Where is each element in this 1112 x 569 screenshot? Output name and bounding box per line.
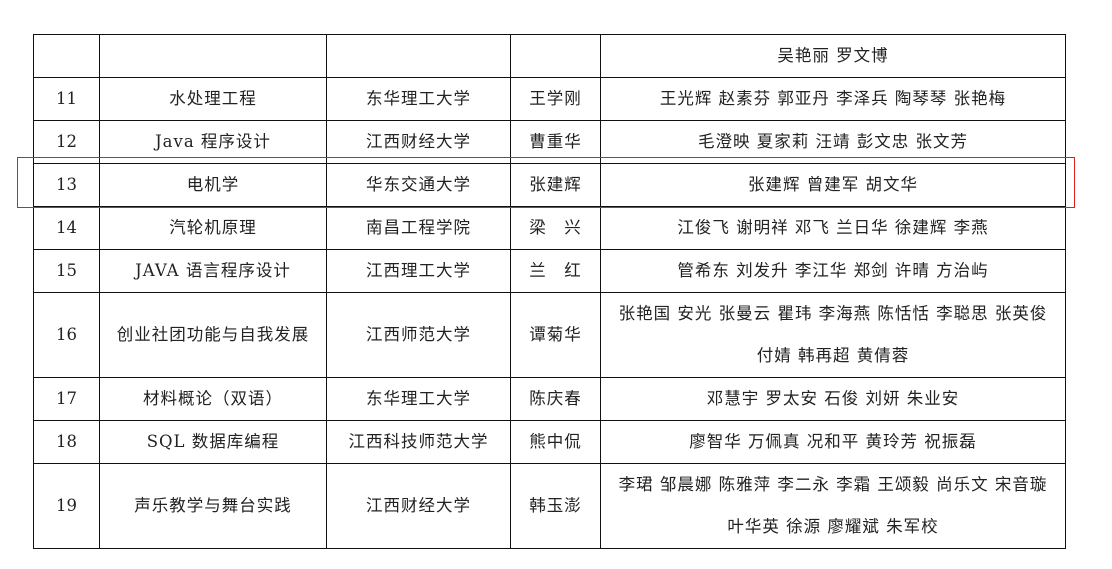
cell-course: 声乐教学与舞台实践 (99, 463, 327, 549)
cell-members: 廖智华 万佩真 况和平 黄玲芳 祝振磊 (600, 420, 1066, 464)
cell-members: 邓慧宇 罗太安 石俊 刘妍 朱业安 (600, 377, 1066, 421)
cell-no: 16 (33, 292, 100, 378)
cell-leader (510, 34, 601, 78)
cell-no: 11 (33, 77, 100, 121)
cell-members: 张建辉 曾建军 胡文华 (600, 163, 1066, 207)
cell-members: 江俊飞 谢明祥 邓飞 兰日华 徐建辉 李燕 (600, 206, 1066, 250)
cell-course: JAVA 语言程序设计 (99, 249, 327, 293)
cell-members: 王光辉 赵素芬 郭亚丹 李泽兵 陶琴琴 张艳梅 (600, 77, 1066, 121)
cell-leader: 张建辉 (510, 163, 601, 207)
cell-leader: 陈庆春 (510, 377, 601, 421)
table-row: 17 材料概论（双语） 东华理工大学 陈庆春 邓慧宇 罗太安 石俊 刘妍 朱业安 (33, 377, 1066, 421)
cell-members: 李珺 邹晨娜 陈雅萍 李二永 李霜 王颂毅 尚乐文 宋音璇 叶华英 徐源 廖耀斌… (600, 463, 1066, 549)
cell-course: 水处理工程 (99, 77, 327, 121)
table-row: 12 Java 程序设计 江西财经大学 曹重华 毛澄映 夏家莉 汪靖 彭文忠 张文芳 (33, 120, 1066, 164)
table-row: 16 创业社团功能与自我发展 江西师范大学 谭菊华 张艳国 安光 张曼云 瞿玮 李海燕 … (33, 292, 1066, 378)
cell-school: 华东交通大学 (326, 163, 511, 207)
table-row: 吴艳丽 罗文博 (33, 34, 1066, 78)
table-row: 14 汽轮机原理 南昌工程学院梁 兴江俊飞 谢明祥 邓飞 兰日华 徐建辉 李燕 (33, 206, 1066, 250)
cell-course: 创业社团功能与自我发展 (99, 292, 327, 378)
course-table: 吴艳丽 罗文博 11 水处理工程 东华理工大学 王学刚 王光辉 赵素芬 郭亚丹 李泽兵 陶… (33, 34, 1066, 549)
table-row: 19 声乐教学与舞台实践 江西财经大学 韩玉澎 李珺 邹晨娜 陈雅萍 李二永 李霜 王颂… (33, 463, 1066, 549)
cell-no: 17 (33, 377, 100, 421)
cell-members: 管希东 刘发升 李江华 郑剑 许晴 方治屿 (600, 249, 1066, 293)
cell-school: 江西财经大学 (326, 463, 511, 549)
cell-no (33, 34, 100, 78)
cell-leader: 熊中侃 (510, 420, 601, 464)
cell-no: 15 (33, 249, 100, 293)
cell-course: 电机学 (99, 163, 327, 207)
cell-no: 19 (33, 463, 100, 549)
cell-school (326, 34, 511, 78)
cell-school: 东华理工大学 (326, 377, 511, 421)
cell-school: 东华理工大学 (326, 77, 511, 121)
table-row: 15 JAVA 语言程序设计 江西理工大学兰 红管希东 刘发升 李江华 郑剑 许晴 … (33, 249, 1066, 293)
cell-course: 材料概论（双语） (99, 377, 327, 421)
cell-leader: 谭菊华 (510, 292, 601, 378)
cell-course: Java 程序设计 (99, 120, 327, 164)
cell-members: 张艳国 安光 张曼云 瞿玮 李海燕 陈恬恬 李聪思 张英俊 付婧 韩再超 黄倩蓉 (600, 292, 1066, 378)
cell-leader: 梁 兴 (510, 206, 601, 250)
table-row: 11 水处理工程 东华理工大学 王学刚 王光辉 赵素芬 郭亚丹 李泽兵 陶琴琴 张艳梅 (33, 77, 1066, 121)
cell-leader: 兰 红 (510, 249, 601, 293)
cell-course: 汽轮机原理 (99, 206, 327, 250)
cell-school: 江西理工大学 (326, 249, 511, 293)
cell-school: 江西财经大学 (326, 120, 511, 164)
cell-no: 13 (33, 163, 100, 207)
cell-leader: 韩玉澎 (510, 463, 601, 549)
table-row: 13 电机学 华东交通大学 张建辉 张建辉 曾建军 胡文华 (33, 163, 1066, 207)
table-row: 18 SQL 数据库编程 江西科技师范大学 熊中侃 廖智华 万佩真 况和平 黄玲芳 祝振… (33, 420, 1066, 464)
cell-school: 江西科技师范大学 (326, 420, 511, 464)
cell-members: 吴艳丽 罗文博 (600, 34, 1066, 78)
cell-no: 12 (33, 120, 100, 164)
cell-no: 18 (33, 420, 100, 464)
cell-school: 南昌工程学院 (326, 206, 511, 250)
cell-leader: 王学刚 (510, 77, 601, 121)
cell-course: SQL 数据库编程 (99, 420, 327, 464)
cell-leader: 曹重华 (510, 120, 601, 164)
cell-no: 14 (33, 206, 100, 250)
cell-course (99, 34, 327, 78)
cell-members: 毛澄映 夏家莉 汪靖 彭文忠 张文芳 (600, 120, 1066, 164)
cell-school: 江西师范大学 (326, 292, 511, 378)
